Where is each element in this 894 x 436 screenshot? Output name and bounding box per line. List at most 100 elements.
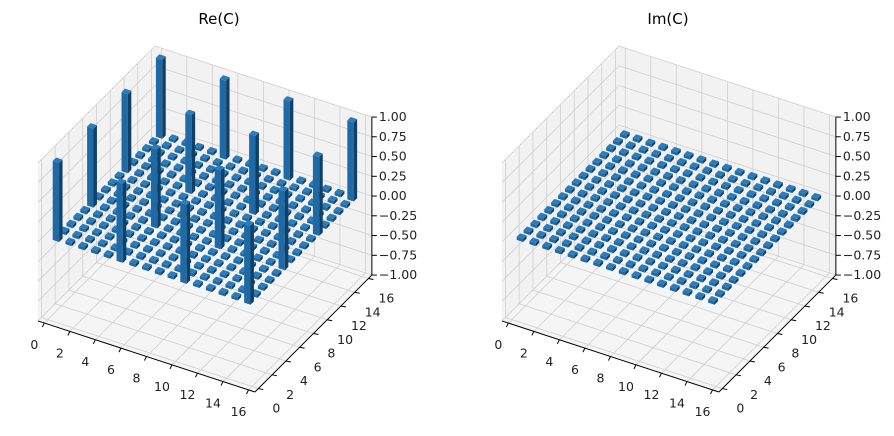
bar-top-face — [327, 195, 338, 202]
bar-top-face — [580, 254, 591, 260]
bar — [589, 211, 600, 221]
bar — [692, 226, 703, 236]
bar-front-face — [734, 171, 742, 177]
bar-front-face — [276, 182, 284, 188]
y-tick — [285, 360, 291, 363]
bar — [713, 206, 723, 216]
bar-top-face — [562, 221, 573, 227]
bar-top-face — [778, 191, 789, 197]
bar-front-face — [709, 162, 716, 169]
bar — [720, 181, 731, 191]
bar — [759, 194, 770, 203]
bar-top-face — [688, 180, 699, 186]
bar — [295, 194, 306, 203]
bar-side-face — [622, 203, 626, 211]
bar-side-face — [728, 165, 732, 173]
bar-side-face — [691, 235, 696, 243]
bar-side-face — [213, 148, 217, 156]
bar — [261, 210, 272, 220]
bar — [670, 265, 681, 275]
grid-line — [171, 247, 290, 366]
bar-side-face — [130, 231, 135, 239]
bar — [688, 180, 699, 189]
bar-top-face — [672, 229, 683, 236]
bar-front-face — [641, 213, 648, 219]
bar-side-face — [587, 238, 592, 245]
bar — [583, 200, 594, 210]
bar — [66, 219, 77, 229]
bar-top-face — [225, 280, 236, 287]
bar-top-face — [529, 237, 540, 244]
bar-front-face — [723, 249, 731, 256]
bar-front-face — [735, 271, 743, 278]
bar-front-face — [227, 248, 234, 254]
bar — [714, 289, 725, 298]
bar — [684, 251, 695, 261]
bar-front-face — [139, 201, 146, 207]
grid-line — [154, 85, 372, 157]
bar — [607, 244, 617, 254]
bar — [619, 248, 630, 258]
bar-top-face — [561, 238, 572, 245]
bar-front-face — [551, 202, 558, 208]
bar-side-face — [636, 190, 640, 197]
bar — [126, 193, 137, 203]
bar-top-face — [689, 280, 700, 287]
bar — [709, 159, 720, 169]
bar-top-face — [643, 174, 654, 180]
bar-top-face — [555, 227, 566, 234]
bar-front-face — [141, 165, 148, 171]
bar-side-face — [200, 263, 204, 271]
bar-front-face — [752, 204, 759, 210]
bar-top-face — [162, 241, 173, 248]
bar-top-face — [753, 182, 764, 189]
bar-top-face — [149, 137, 159, 143]
bar — [220, 251, 231, 261]
bar-front-face — [777, 212, 785, 218]
bar-side-face — [694, 182, 699, 189]
bar — [544, 205, 555, 215]
grid-line — [37, 45, 156, 164]
bar-side-face — [642, 183, 647, 190]
bar — [647, 221, 658, 230]
bar-front-face — [269, 189, 277, 195]
bar — [536, 230, 547, 240]
bar-front-face — [78, 245, 85, 251]
bar-front-face — [661, 210, 668, 217]
bar-front-face — [238, 288, 245, 294]
bar-front-face — [709, 281, 716, 287]
bar-top-face — [657, 279, 667, 285]
bar-front-face — [706, 216, 713, 222]
bar-side-face — [637, 273, 642, 280]
bar-side-face — [681, 195, 685, 203]
bar-side-face — [721, 172, 725, 180]
bar-top-face — [121, 88, 132, 95]
bar-top-face — [196, 225, 206, 232]
bar — [625, 259, 636, 269]
bar — [660, 225, 670, 235]
bar-side-face — [570, 205, 574, 212]
bar-side-face — [168, 143, 172, 150]
bar-top-face — [676, 157, 687, 164]
bar-front-face — [588, 232, 595, 239]
bar-side-face — [746, 198, 750, 206]
bar-top-face — [169, 235, 180, 241]
bar-front-face — [99, 206, 107, 212]
bar-front-face — [86, 220, 93, 226]
bar-front-face — [165, 191, 173, 197]
bar-top-face — [194, 261, 204, 267]
bar-front-face — [636, 184, 643, 190]
bar-side-face — [647, 212, 652, 219]
bar — [749, 254, 760, 264]
bar-top-face — [731, 221, 742, 228]
bar-front-face — [614, 223, 622, 229]
bar-front-face — [653, 235, 660, 242]
bar — [530, 219, 541, 229]
bar-front-face — [753, 186, 760, 192]
bar — [568, 232, 579, 241]
bar-top-face — [283, 96, 294, 102]
bar-side-face — [226, 77, 230, 160]
bar-side-face — [254, 226, 258, 233]
bar — [278, 185, 289, 271]
bar-side-face — [702, 157, 707, 164]
